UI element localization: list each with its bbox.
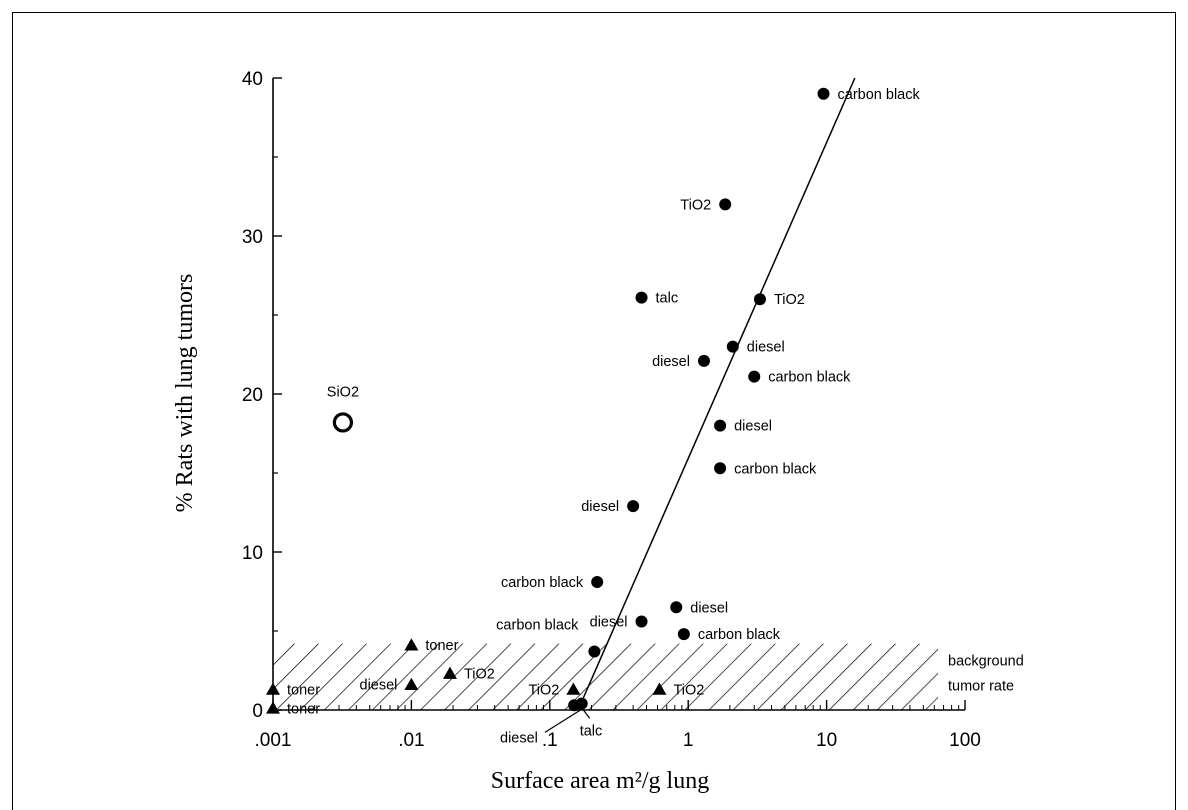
- data-point: [591, 576, 603, 588]
- x-tick-label: 100: [949, 730, 981, 751]
- y-tick-label: 30: [242, 227, 263, 248]
- data-point-open: [334, 414, 351, 431]
- data-point: [714, 462, 726, 474]
- data-point-label: carbon black: [698, 627, 781, 643]
- data-point-label: toner: [287, 701, 320, 717]
- data-point-label: TiO2: [673, 682, 704, 698]
- data-point-label: carbon black: [501, 575, 584, 591]
- data-point-label: diesel: [734, 419, 772, 435]
- data-point-label: TiO2: [680, 197, 711, 213]
- data-point: [698, 355, 710, 367]
- data-point: [636, 292, 648, 304]
- data-point-label: carbon black: [496, 618, 579, 634]
- x-tick-label: .1: [542, 730, 558, 751]
- callout-line: [584, 710, 590, 718]
- data-point-label: SiO2: [327, 384, 359, 400]
- data-point-label: TiO2: [464, 667, 495, 683]
- data-point: [627, 500, 639, 512]
- data-point-label: toner: [287, 682, 320, 698]
- data-point-label: diesel: [747, 340, 785, 356]
- data-point: [588, 646, 600, 658]
- data-point-label: diesel: [690, 600, 728, 616]
- x-tick-label: 1: [683, 730, 694, 751]
- data-point: [636, 616, 648, 628]
- data-point: [576, 698, 588, 710]
- data-point-label: carbon black: [768, 370, 851, 386]
- y-tick-label: 40: [242, 69, 263, 90]
- data-point: [818, 88, 830, 100]
- background-band-label: background: [948, 654, 1024, 670]
- data-point-label: diesel: [652, 354, 690, 370]
- data-point: [678, 628, 690, 640]
- x-tick-label: .01: [398, 730, 424, 751]
- data-point: [714, 420, 726, 432]
- y-axis-title: % Rats with lung tumors: [172, 274, 198, 513]
- data-point-label: diesel: [590, 615, 628, 631]
- data-point-label: TiO2: [528, 682, 559, 698]
- data-point-label: toner: [425, 638, 458, 654]
- x-tick-label: 10: [816, 730, 837, 751]
- background-band-label: tumor rate: [948, 679, 1014, 695]
- data-point-label: diesel: [581, 499, 619, 515]
- x-axis-title: Surface area m²/g lung: [491, 768, 709, 794]
- data-point: [748, 371, 760, 383]
- data-point: [719, 198, 731, 210]
- data-point: [727, 341, 739, 353]
- data-point-label: carbon black: [838, 87, 921, 103]
- y-tick-label: 0: [252, 701, 263, 722]
- data-point-label: diesel: [360, 678, 398, 694]
- data-point: [754, 293, 766, 305]
- callout-label: talc: [580, 723, 603, 739]
- callout-label: diesel: [500, 730, 538, 746]
- data-point-label: talc: [656, 291, 679, 307]
- callout-line: [545, 710, 580, 732]
- data-point-label: carbon black: [734, 461, 817, 477]
- data-point-label: TiO2: [774, 292, 805, 308]
- data-point: [670, 601, 682, 613]
- y-tick-label: 20: [242, 385, 263, 406]
- x-tick-label: .001: [255, 730, 292, 751]
- y-tick-label: 10: [242, 543, 263, 564]
